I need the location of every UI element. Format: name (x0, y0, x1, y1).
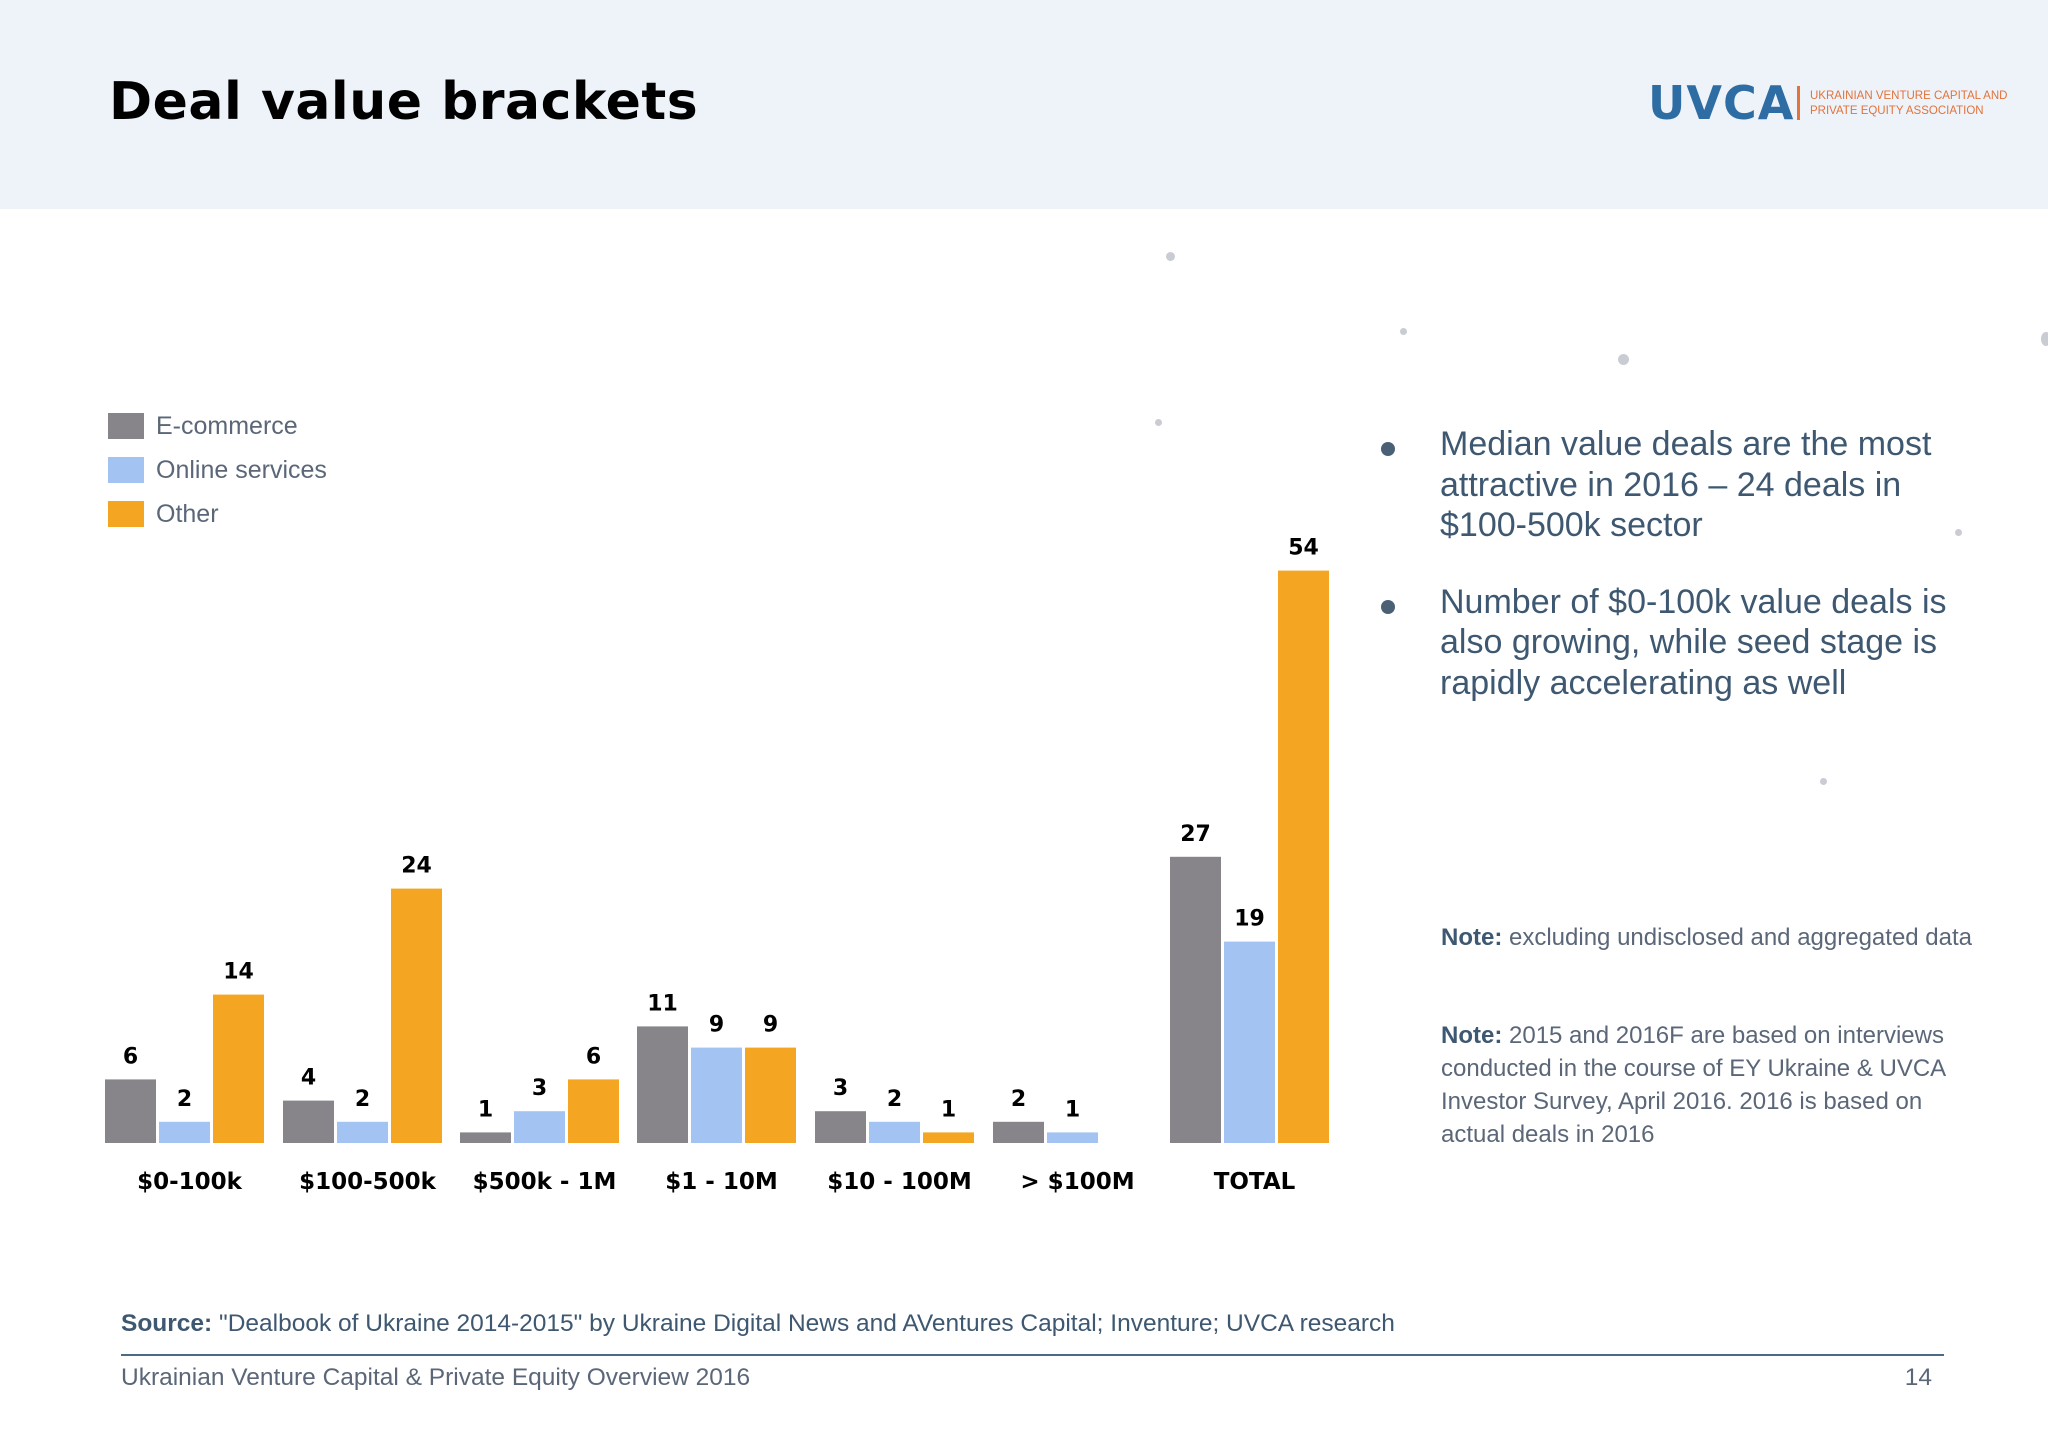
page-title: Deal value brackets (109, 72, 699, 132)
logo-text: Ukrainian Venture Capital and Private Eq… (1810, 89, 2008, 119)
data-label: 2 (177, 1087, 192, 1112)
bar-other-total (1278, 570, 1329, 1143)
bar-e-commerce-500k-1m (460, 1132, 511, 1143)
source-label: Source: (121, 1310, 213, 1337)
bar-e-commerce-1-10m (637, 1026, 688, 1143)
bullet-dot-icon (1381, 599, 1395, 614)
bullet-item: Number of $0-100k value deals is also gr… (1370, 582, 1970, 704)
bar-online-services-100-500k (337, 1121, 388, 1143)
data-label: 4 (301, 1066, 316, 1091)
bar-other-0-100k (213, 994, 264, 1143)
bar-online-services-0-100k (159, 1121, 210, 1143)
bullet-item: Median value deals are the most attracti… (1370, 424, 1970, 546)
note-2: Note: 2015 and 2016F are based on interv… (1441, 1019, 1981, 1151)
logo-separator (1797, 86, 1800, 120)
source-line: Source: "Dealbook of Ukraine 2014-2015" … (121, 1310, 1395, 1338)
data-label: 9 (763, 1013, 778, 1038)
note-1: Note: excluding undisclosed and aggregat… (1441, 921, 1981, 954)
data-label: 3 (532, 1076, 547, 1101)
decorative-dot (1618, 354, 1629, 365)
data-label: 2 (355, 1087, 370, 1112)
logo-line-2: Private Equity Association (1810, 105, 1984, 117)
bar-e-commerce-total (1170, 856, 1221, 1143)
decorative-dot (1820, 778, 1827, 785)
legend-item-other: Other (108, 492, 327, 536)
bar-online-services-100m (1047, 1132, 1098, 1143)
data-label: 6 (586, 1044, 601, 1069)
data-label: 2 (887, 1087, 902, 1112)
x-tick-label: $1 - 10M (665, 1169, 777, 1195)
bar-e-commerce-0-100k (105, 1079, 156, 1143)
bullet-dot-icon (1381, 442, 1395, 456)
data-label: 14 (223, 960, 254, 985)
bar-other-500k-1m (568, 1079, 619, 1143)
legend-item-online-services: Online services (108, 448, 327, 492)
bar-other-100-500k (391, 888, 442, 1143)
x-tick-label: $0-100k (137, 1169, 243, 1195)
data-label: 3 (833, 1076, 848, 1101)
decorative-dot (1166, 252, 1175, 261)
legend-label: E-commerce (156, 411, 298, 440)
data-label: 27 (1180, 822, 1211, 847)
footer-divider (121, 1354, 1944, 1356)
bar-online-services-total (1224, 941, 1275, 1143)
logo-line-1: Ukrainian Venture Capital and (1810, 90, 2008, 102)
decorative-dot (2041, 332, 2048, 346)
bar-other-10-100m (923, 1132, 974, 1143)
bar-other-1-10m (745, 1047, 796, 1143)
note-text: 2015 and 2016F are based on interviews c… (1441, 1022, 1945, 1148)
note-text: excluding undisclosed and aggregated dat… (1502, 924, 1973, 951)
bar-online-services-10-100m (869, 1121, 920, 1143)
data-label: 19 (1234, 907, 1265, 932)
bar-e-commerce-100m (993, 1121, 1044, 1143)
uvca-logo: UVCA Ukrainian Venture Capital and Priva… (1648, 76, 2008, 132)
data-label: 6 (123, 1044, 138, 1069)
chart-legend: E-commerce Online services Other (108, 404, 327, 536)
legend-label: Other (156, 499, 219, 528)
note-label: Note: (1441, 924, 1503, 951)
bar-e-commerce-100-500k (283, 1100, 334, 1143)
decorative-dot (1155, 419, 1162, 426)
data-label: 9 (709, 1013, 724, 1038)
data-label: 1 (1065, 1097, 1080, 1122)
decorative-dot (1400, 328, 1407, 335)
x-tick-label: > $100M (1020, 1169, 1134, 1195)
data-label: 54 (1288, 536, 1319, 561)
decorative-dot (1955, 529, 1962, 536)
x-tick-label: $500k - 1M (473, 1169, 617, 1195)
key-findings: Median value deals are the most attracti… (1370, 424, 1970, 739)
bullet-text: Median value deals are the most attracti… (1440, 425, 1932, 544)
bar-online-services-1-10m (691, 1047, 742, 1143)
footer-title: Ukrainian Venture Capital & Private Equi… (121, 1364, 751, 1391)
data-label: 2 (1011, 1087, 1026, 1112)
bullet-text: Number of $0-100k value deals is also gr… (1440, 582, 1947, 702)
page-number: 14 (1904, 1364, 1932, 1391)
data-label: 1 (941, 1097, 956, 1122)
data-label: 1 (478, 1097, 493, 1122)
data-label: 24 (401, 854, 432, 879)
bar-online-services-500k-1m (514, 1111, 565, 1143)
legend-item-ecommerce: E-commerce (108, 404, 327, 448)
logo-mark: UVCA (1648, 76, 1795, 130)
source-text: "Dealbook of Ukraine 2014-2015" by Ukrai… (212, 1310, 1395, 1337)
x-tick-label: TOTAL (1214, 1169, 1296, 1195)
legend-label: Online services (156, 455, 327, 484)
header-band (0, 0, 2048, 209)
legend-swatch-online-services (108, 457, 144, 483)
legend-swatch-other (108, 501, 144, 527)
x-tick-label: $100-500k (299, 1169, 437, 1195)
bar-e-commerce-10-100m (815, 1111, 866, 1143)
legend-swatch-ecommerce (108, 413, 144, 439)
x-tick-label: $10 - 100M (827, 1169, 971, 1195)
note-label: Note: (1441, 1022, 1503, 1049)
data-label: 11 (647, 991, 678, 1016)
